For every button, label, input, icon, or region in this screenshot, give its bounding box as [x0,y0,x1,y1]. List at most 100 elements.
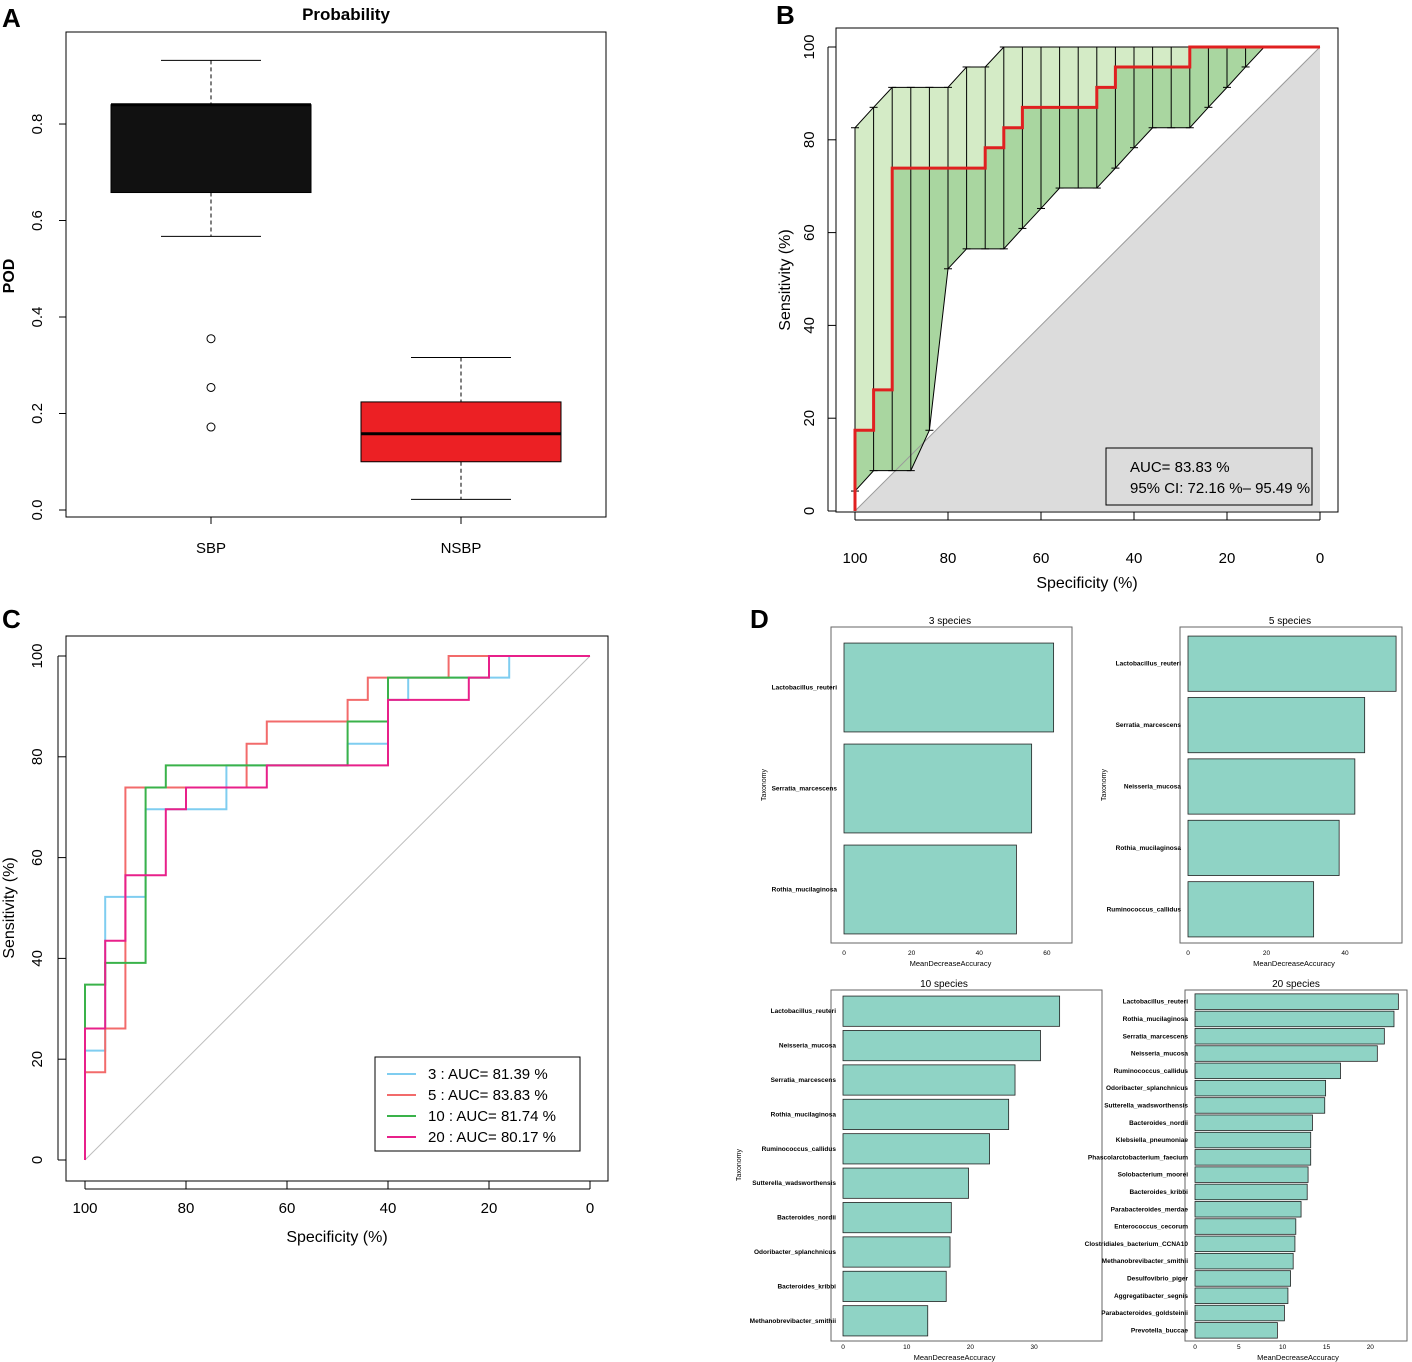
category-label: Neisseria_mucosa [779,1043,836,1050]
bar [1187,758,1356,815]
x-axis-label: MeanDecreaseAccuracy [910,959,992,968]
roc-series-4 [84,655,590,1160]
bar [1194,1287,1289,1304]
x-tick-label: 10 [1279,1344,1287,1351]
bar [1194,1201,1302,1218]
bar [1194,1010,1395,1028]
y-tick-label: 80 [801,131,818,148]
category-label: Sutterella_wadsworthensis [752,1180,836,1187]
legend-box [374,1056,581,1152]
ci-lower-line [854,46,1265,492]
category-label: Lactobacillus_reuteri [771,1008,837,1015]
bar [842,1098,1010,1130]
legend-label: 10 : AUC= 81.74 % [428,1108,556,1125]
category-label: Parabacteroides_merdae [1111,1206,1189,1213]
box-outlier [206,334,216,344]
x-axis-label: Specificity (%) [1036,575,1137,592]
plot-frame [835,27,1339,513]
subplot-frame [830,989,1103,1342]
x-tick-label: 20 [1263,950,1271,957]
subplot-title: 10 species [920,979,968,990]
category-label: Aggregatibacter_segnis [1114,1293,1188,1300]
panel-label: C [2,604,21,634]
category-label: Ruminococcus_callidus [762,1146,837,1153]
x-axis-label: MeanDecreaseAccuracy [914,1353,996,1362]
bar [1194,1131,1312,1149]
y-axis-label: Taxonomy [761,769,768,801]
x-tick-label: 20 [1219,550,1236,567]
x-axis-label: MeanDecreaseAccuracy [1253,959,1335,968]
subplot-frame [830,626,1073,944]
y-tick-label: 100 [29,643,46,668]
x-axis-label: MeanDecreaseAccuracy [1257,1353,1339,1362]
category-label: Neisseria_mucosa [1124,784,1181,791]
panel-label: A [2,3,21,33]
y-tick-label: 0.6 [29,210,46,231]
category-label: Serratia_marcescens [1116,722,1182,729]
bar [842,1270,947,1302]
panel-c: C 100 80 60 40 20 0 0 20 40 60 80 100 Specificity (%)… [1,604,609,1246]
bar [842,1236,951,1268]
x-tick-label: 0 [1316,550,1324,567]
x-tick-label: NSBP [441,540,482,557]
panel-d: D 3 species Lactobacillus_reuteri Serratia_… [736,604,1408,1362]
category-label: Phascolarctobacterium_faecium [1088,1154,1188,1161]
y-tick-label: 20 [29,1051,46,1068]
x-tick-label: 80 [940,550,957,567]
roc-curve [853,45,1320,511]
x-tick-label: 20 [1367,1344,1375,1351]
category-label: Ruminococcus_callidus [1107,906,1182,913]
x-tick-label: 0 [1186,950,1190,957]
category-label: Parabacteroides_goldsteinii [1101,1310,1188,1317]
bar [1194,1218,1297,1235]
category-label: Desulfovibrio_piger [1127,1275,1189,1282]
auc-box [1105,447,1313,506]
box-nsbp [360,401,562,463]
bar [1187,881,1315,938]
category-label: Ruminococcus_callidus [1114,1068,1189,1075]
bar [1194,1114,1313,1131]
y-tick-label: 0.2 [29,403,46,424]
bar [842,1305,929,1337]
y-tick-label: 0 [801,507,818,515]
x-tick-label: 30 [1031,1344,1039,1351]
bar [1194,1322,1278,1339]
x-tick-label: 15 [1323,1344,1331,1351]
subplot-title: 5 species [1269,616,1311,627]
x-tick-label: 60 [1043,950,1051,957]
bar [843,844,1017,935]
category-label: Serratia_marcescens [771,1077,837,1084]
x-tick-label: SBP [196,540,226,557]
y-tick-label: 0.8 [29,114,46,135]
panel-label: B [776,0,795,30]
bar [1194,1028,1385,1045]
y-tick-label: 0 [29,1156,46,1164]
y-tick-label: 20 [801,410,818,427]
x-tick-label: 5 [1237,1344,1241,1351]
bar [842,1133,990,1165]
x-tick-label: 80 [178,1200,195,1217]
bar [1194,993,1399,1010]
bar-chart-3: 10 species Lactobacillus_reuteri Neisseria… [736,979,1103,1362]
x-tick-label: 100 [72,1200,97,1217]
bar [842,1202,952,1234]
bar [842,1064,1016,1096]
category-label: Methanobrevibacter_smithii [750,1318,837,1325]
category-label: Rothia_mucilaginosa [771,1111,837,1118]
x-tick-label: 0 [1193,1344,1197,1351]
box-outlier [206,382,216,392]
bar-chart-2: 5 species Lactobacillus_reuteri Serratia_m… [1101,616,1403,968]
subplot-frame [1179,626,1403,944]
bar [1194,1183,1308,1201]
x-tick-label: 10 [903,1344,911,1351]
y-tick-label: 80 [29,748,46,765]
category-label: Methanobrevibacter_smithii [1102,1258,1189,1265]
bar [1187,819,1340,876]
category-label: Neisseria_mucosa [1131,1051,1188,1058]
bar [842,995,1061,1027]
category-label: Rothia_mucilaginosa [1123,1016,1189,1023]
category-label: Clostridiales_bacterium_CCNA10 [1085,1241,1189,1248]
x-tick-label: 0 [586,1200,594,1217]
bar [1194,1097,1326,1114]
